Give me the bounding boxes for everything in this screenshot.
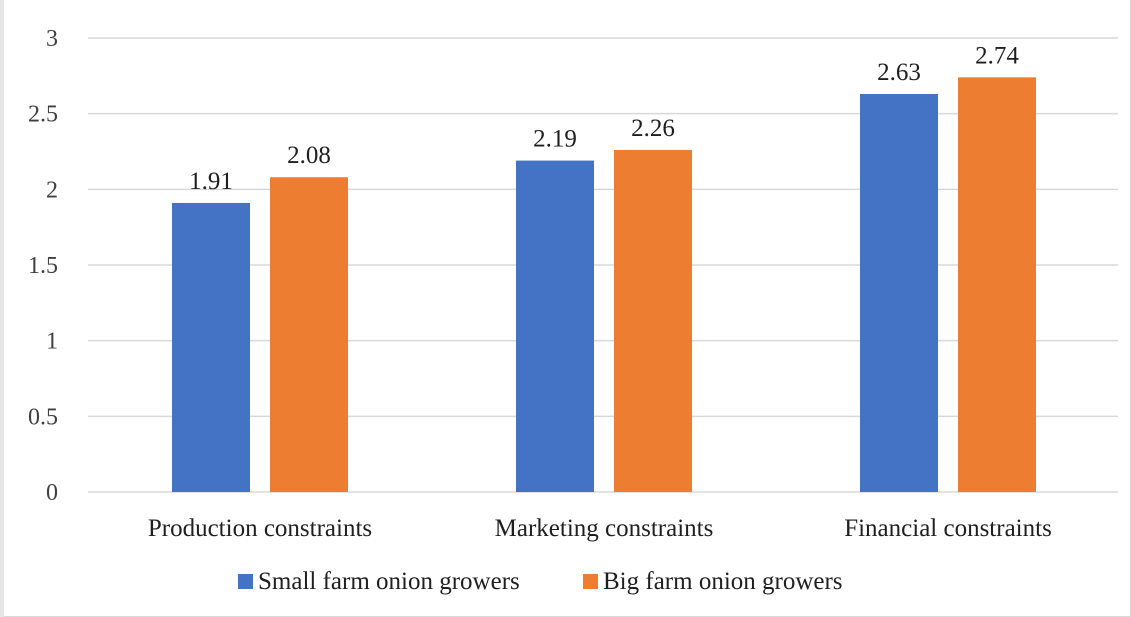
- bar-big-0: [270, 177, 348, 492]
- y-tick-label: 1: [46, 329, 58, 355]
- y-tick-label: 2.5: [28, 102, 58, 128]
- legend-label: Big farm onion growers: [603, 568, 843, 595]
- bar-big-1: [614, 149, 692, 492]
- data-label: 2.08: [287, 142, 331, 169]
- category-label: Financial constraints: [844, 515, 1052, 542]
- legend-swatch-big: [583, 574, 598, 589]
- category-label: Production constraints: [148, 515, 372, 542]
- data-labels: 1.91 2.08 2.19 2.26 2.63 2.74: [189, 42, 1019, 195]
- bar-small-1: [516, 160, 594, 492]
- y-tick-label: 0: [46, 480, 58, 506]
- y-tick-label: 1.5: [28, 253, 58, 279]
- category-label: Marketing constraints: [495, 515, 714, 542]
- bars: [172, 77, 1036, 492]
- data-label: 2.26: [631, 115, 675, 142]
- bar-small-0: [172, 202, 250, 492]
- gridlines: [88, 37, 1118, 493]
- data-label: 2.19: [533, 126, 577, 153]
- category-labels: Production constraints Marketing constrai…: [148, 515, 1052, 542]
- y-tick-label: 0.5: [28, 404, 58, 430]
- y-axis-ticks: 0 0.5 1 1.5 2 2.5 3: [28, 26, 58, 506]
- legend-label: Small farm onion growers: [258, 568, 520, 595]
- data-label: 2.74: [975, 42, 1019, 69]
- bar-small-2: [860, 93, 938, 492]
- y-tick-label: 2: [46, 177, 58, 203]
- left-edge-divider: [0, 0, 4, 617]
- data-label: 2.63: [877, 59, 921, 86]
- bar-big-2: [958, 77, 1036, 492]
- data-label: 1.91: [189, 168, 233, 195]
- legend: Small farm onion growers Big farm onion g…: [238, 568, 843, 595]
- y-tick-label: 3: [46, 26, 58, 52]
- legend-swatch-small: [238, 574, 253, 589]
